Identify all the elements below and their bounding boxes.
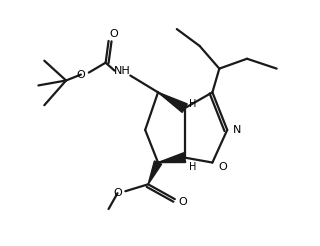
Text: O: O bbox=[218, 162, 227, 171]
Text: O: O bbox=[178, 197, 187, 207]
Text: H: H bbox=[189, 162, 196, 171]
Text: NH: NH bbox=[114, 66, 131, 76]
Text: O: O bbox=[113, 188, 122, 198]
Text: O: O bbox=[109, 29, 118, 39]
Text: O: O bbox=[76, 70, 85, 79]
Polygon shape bbox=[158, 92, 187, 112]
Polygon shape bbox=[158, 153, 186, 163]
Polygon shape bbox=[148, 161, 162, 184]
Text: H: H bbox=[189, 99, 196, 109]
Text: N: N bbox=[233, 125, 241, 135]
